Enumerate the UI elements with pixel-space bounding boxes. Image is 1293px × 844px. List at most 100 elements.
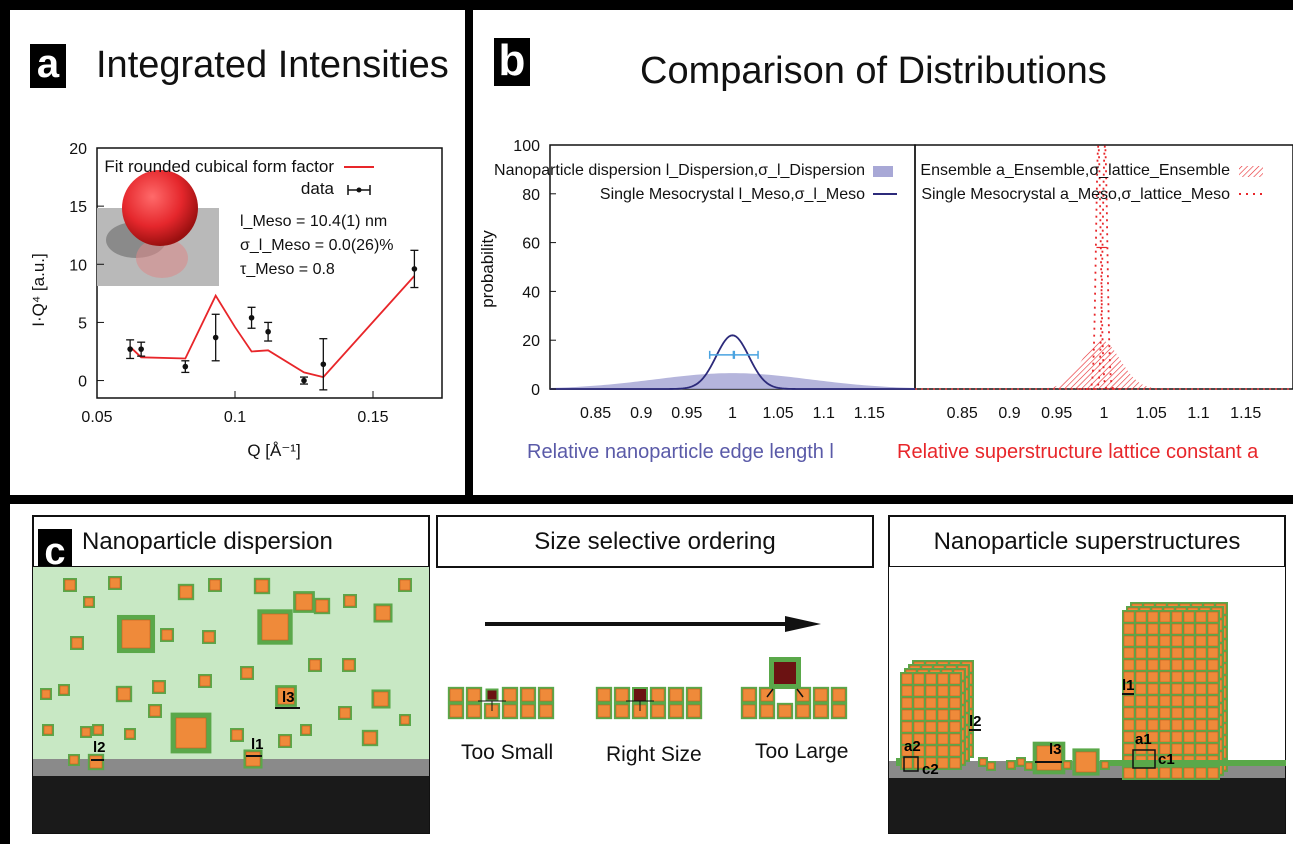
lattice-particle [830,686,848,704]
particle-core [231,729,243,741]
superlattice-particle [1134,622,1148,636]
particle-core [1183,743,1195,755]
superlattice-particle [1170,634,1184,648]
small-particle [1024,761,1034,771]
superlattice-particle [1134,646,1148,660]
superlattice-particle [912,696,926,710]
caption-too-large: Too Large [755,740,849,763]
particle-core [125,729,135,739]
superlattice-particle [1146,718,1160,732]
particle-core [949,697,961,709]
particle-core [925,685,937,697]
particle-core [901,721,913,733]
box-nanoparticle-dispersion: c Nanoparticle dispersion [32,515,430,575]
panel-b-chart: 0.85 0.9 0.95 1 1.05 1.1 1.15 0 20 40 60 80 100 0.85 0… [478,138,1293,463]
superlattice-particle [1158,766,1172,780]
superlattice-particle [912,720,926,734]
particle-core [1207,659,1219,671]
particle-core [1195,623,1207,635]
panel-label-b: b [494,38,530,86]
superlattice-particle [948,696,962,710]
superlattice-particle [1146,682,1160,696]
panel-b-left-frame [549,144,916,390]
particle-core [1123,635,1135,647]
nanoparticle [308,658,322,672]
panel-label-a: a [30,44,66,88]
superlattice-particle [1146,634,1160,648]
nanoparticle [116,614,156,654]
particle-core [1171,695,1183,707]
superlattice-particle [936,672,950,686]
superlattice-particle [924,720,938,734]
superlattice-particle [1134,682,1148,696]
particle-core [1135,635,1147,647]
lattice-particle [667,686,685,704]
superlattice-particle [1182,730,1196,744]
particle-core [295,593,313,611]
superlattice-particle [1158,718,1172,732]
x-tick-label: 0.95 [671,405,702,422]
particle-core [1195,671,1207,683]
superlattice-particle [900,708,914,722]
nanoparticle [63,578,77,592]
particle-core [179,585,193,599]
particle-core [1195,743,1207,755]
particle-core [1075,751,1097,773]
nanoparticle [115,685,133,703]
particle-core [1159,683,1171,695]
superlattice-particle [924,672,938,686]
data-marker [320,361,327,368]
superlattice-particle [1194,682,1208,696]
particle-core [949,709,961,721]
nanoparticle [58,684,70,696]
svg-text:l1: l1 [1122,677,1135,694]
superlattice-particle [936,708,950,722]
lattice-particle [631,702,649,720]
superlattice-particle [1206,670,1220,684]
superlattice-particle [1182,622,1196,636]
particle-core [913,673,925,685]
data-point [181,360,190,374]
ordering-arrow [485,616,821,632]
particle-core [1123,611,1135,623]
particle-core [117,687,131,701]
particle-core [1123,623,1135,635]
dispersion-illustration: l3 l2 l1 [32,566,430,834]
particle-core [742,688,756,702]
particle-core [339,707,351,719]
outer-border-left [0,0,10,844]
superlattice-particle [1170,622,1184,636]
label-c2: c2 [903,756,939,778]
particle-core [277,687,295,705]
label-c1: c1 [1132,749,1175,769]
nanoparticle [70,636,84,650]
y-tick-label: 40 [522,284,540,301]
particle-core [979,758,987,766]
particle-core [315,599,329,613]
superlattice-particle [936,732,950,746]
particle-core [925,733,937,745]
box2-title: Size selective ordering [534,527,776,555]
panel-b-ylabel: probability [478,230,497,308]
particle-core [1195,719,1207,731]
particle-core [539,688,553,702]
superlattice-particle [1206,742,1220,756]
particle-core [687,688,701,702]
superlattice-particle [1194,694,1208,708]
particle-core [400,715,410,725]
superlattice-particle [924,684,938,698]
particle-core [651,688,665,702]
superlattice-particle [1158,646,1172,660]
particle-core [161,629,173,641]
particle-core [89,755,103,769]
superlattice-particle [1170,682,1184,696]
particle-core [1147,671,1159,683]
ordering-cases [447,657,848,720]
particle-core [1183,719,1195,731]
particle-core [64,579,76,591]
lattice-particle [447,686,465,704]
particle-core [669,688,683,702]
data-marker [411,266,418,272]
divider-ab [465,0,473,500]
superlattice-particle [1194,610,1208,624]
